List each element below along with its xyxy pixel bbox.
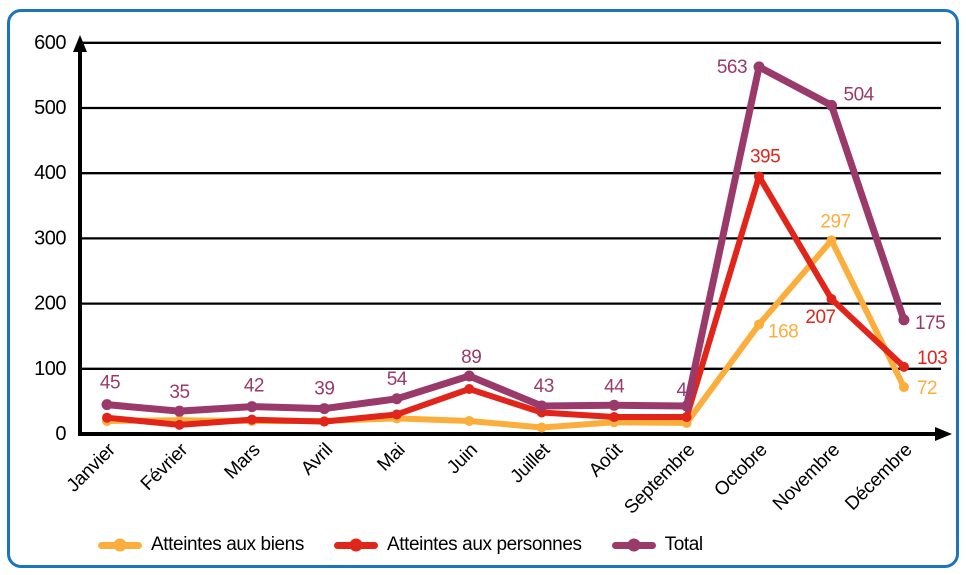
data-point-marker bbox=[391, 393, 403, 405]
y-axis-tick-label: 100 bbox=[34, 358, 66, 380]
x-axis-tick-label: Septembre bbox=[620, 440, 699, 519]
y-axis-tick-label: 0 bbox=[55, 423, 66, 445]
data-point-label: 44 bbox=[604, 376, 625, 397]
data-point-marker bbox=[101, 399, 113, 411]
series-line-atteintes-aux-personnes bbox=[104, 173, 907, 428]
y-axis-tick-label: 500 bbox=[34, 97, 66, 119]
x-axis-tick-label: Avril bbox=[297, 440, 337, 480]
x-axis-tick-label: Mars bbox=[221, 440, 265, 484]
x-axis-tick-label: Juin bbox=[443, 440, 482, 479]
y-axis-tick-label: 600 bbox=[34, 32, 66, 54]
data-point-marker bbox=[246, 414, 257, 425]
data-point-label: 43 bbox=[677, 380, 697, 401]
legend-line-marker-icon bbox=[98, 538, 142, 552]
data-point-marker bbox=[754, 171, 765, 182]
data-point-label: 72 bbox=[917, 378, 937, 399]
data-point-label: 504 bbox=[844, 84, 875, 105]
data-point-marker bbox=[826, 235, 837, 246]
data-point-marker bbox=[898, 382, 909, 393]
data-point-marker bbox=[102, 412, 112, 423]
x-axis-tick-label: Novembre bbox=[769, 440, 844, 515]
series-line-total bbox=[103, 63, 908, 415]
legend-item-total: Total bbox=[611, 534, 704, 556]
legend-item-label: Atteintes aux biens bbox=[151, 534, 304, 555]
data-point-marker bbox=[681, 400, 693, 412]
data-point-label: 54 bbox=[387, 369, 408, 390]
y-axis-tick-label: 200 bbox=[34, 293, 66, 315]
chart-legend: Atteintes aux biens Atteintes aux personn… bbox=[98, 534, 703, 556]
data-point-marker bbox=[246, 401, 258, 413]
chart-frame-border bbox=[7, 9, 959, 568]
data-point-marker bbox=[753, 61, 765, 73]
data-point-label: 207 bbox=[805, 307, 835, 328]
data-point-marker bbox=[608, 399, 620, 411]
x-axis-tick-labels: Janvier Février Mars Avril Mai Juin Juillet Aoû… bbox=[63, 439, 917, 518]
legend-dot-icon bbox=[349, 538, 363, 552]
data-point-marker bbox=[391, 409, 402, 420]
legend-item-atteintes-aux-biens: Atteintes aux biens bbox=[98, 534, 304, 556]
data-point-label: 39 bbox=[314, 379, 334, 400]
x-axis-tick-label: Octobre bbox=[710, 440, 771, 501]
data-point-label: 43 bbox=[534, 376, 554, 397]
data-point-marker bbox=[826, 99, 837, 111]
x-axis-tick-label: Juillet bbox=[507, 439, 555, 487]
legend-item-label: Total bbox=[664, 534, 704, 555]
y-axis-tick-labels: 0 100 200 300 400 500 600 bbox=[34, 32, 67, 445]
data-point-marker bbox=[536, 422, 547, 433]
x-axis-tick-label: Janvier bbox=[63, 439, 120, 496]
data-point-label: 297 bbox=[820, 211, 850, 232]
data-point-marker bbox=[826, 294, 837, 305]
data-point-label: 35 bbox=[169, 382, 189, 403]
data-point-marker bbox=[681, 412, 692, 423]
data-point-marker bbox=[754, 319, 765, 330]
data-point-label: 89 bbox=[461, 347, 481, 368]
legend-dot-icon bbox=[113, 538, 127, 552]
gridlines bbox=[80, 41, 941, 370]
x-axis-tick-label: Décembre bbox=[841, 440, 916, 515]
axes bbox=[73, 35, 952, 441]
legend-line-marker-icon bbox=[333, 538, 378, 552]
data-point-marker bbox=[898, 361, 909, 372]
data-point-marker bbox=[318, 403, 330, 415]
data-point-labels: 168 297 72 395 207 103 45 35 42 39 54 89 43 44 43 563 50… bbox=[100, 57, 948, 403]
data-point-marker bbox=[174, 419, 185, 430]
data-point-marker bbox=[463, 370, 475, 382]
data-point-label: 42 bbox=[244, 376, 264, 397]
legend-item-label: Atteintes aux personnes bbox=[386, 534, 582, 555]
y-axis-tick-label: 300 bbox=[34, 227, 66, 249]
data-point-marker bbox=[536, 400, 548, 412]
legend-dot-icon bbox=[627, 538, 641, 552]
legend-line-marker-icon bbox=[611, 538, 656, 552]
data-point-label: 563 bbox=[717, 57, 747, 78]
data-point-marker bbox=[609, 412, 620, 423]
data-point-label: 103 bbox=[917, 348, 947, 369]
data-point-marker bbox=[464, 384, 475, 395]
data-point-marker bbox=[173, 405, 185, 417]
data-point-marker bbox=[898, 314, 910, 326]
legend-item-atteintes-aux-personnes: Atteintes aux personnes bbox=[333, 534, 582, 556]
data-point-label: 168 bbox=[768, 321, 798, 342]
series-total bbox=[101, 61, 910, 417]
y-axis-tick-label: 400 bbox=[34, 162, 66, 184]
x-axis-tick-label: Août bbox=[585, 439, 627, 481]
data-point-label: 45 bbox=[100, 373, 120, 394]
x-axis-tick-label: Février bbox=[137, 439, 193, 495]
y-axis-arrow-icon bbox=[73, 35, 87, 52]
data-point-label: 395 bbox=[750, 146, 780, 167]
x-axis-tick-label: Mai bbox=[373, 440, 409, 476]
data-point-label: 175 bbox=[915, 313, 945, 334]
x-axis-arrow-icon bbox=[935, 427, 952, 441]
data-point-marker bbox=[319, 416, 330, 427]
data-point-marker bbox=[464, 415, 475, 426]
